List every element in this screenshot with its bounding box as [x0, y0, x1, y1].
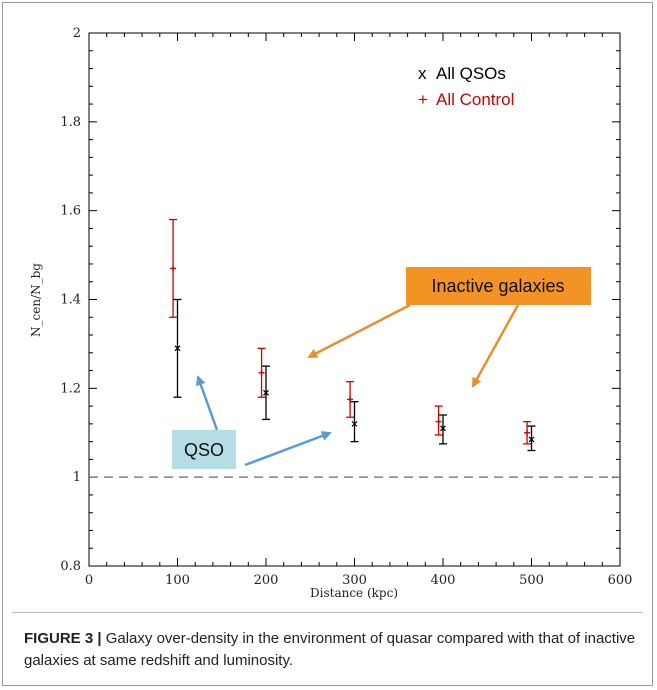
qso-point [439, 414, 447, 445]
x-marker [440, 425, 446, 432]
chart: 0 100 200 300 400 500 600 0.8 1 1.2 1.4 1.6 1.8 2 Dis… [29, 26, 632, 600]
y-tick-label: 1 [73, 470, 81, 485]
x-tick-label: 300 [342, 573, 367, 588]
y-tick-label: 0.8 [60, 559, 81, 574]
y-tick-label: 2 [73, 26, 81, 41]
data-marks [169, 218, 536, 452]
x-tick-label: 500 [519, 573, 544, 588]
qso-point [173, 298, 182, 398]
figure-caption: FIGURE 3 | Galaxy over-density in the en… [24, 628, 636, 672]
control-point [523, 420, 532, 445]
qso-arrow-up [195, 375, 219, 431]
qso-arrow-right [244, 431, 332, 467]
control-point [346, 381, 355, 418]
qso-point [527, 425, 536, 452]
inactive-box [406, 267, 591, 305]
caption-label: FIGURE 3 | [24, 630, 102, 647]
caption-text: Galaxy over-density in the environment o… [24, 630, 636, 669]
legend: x All QSOs + All Control [418, 64, 514, 109]
inactive-label: Inactive galaxies [431, 276, 564, 296]
qso-label: QSO [184, 440, 224, 460]
y-tick-label: 1.6 [60, 204, 81, 219]
x-marker [263, 389, 269, 396]
qso-point [350, 401, 359, 443]
axis-ticks [88, 32, 621, 567]
y-tick-label: 1.2 [60, 381, 81, 396]
inactive-arrow-left [307, 303, 411, 359]
control-point [169, 218, 178, 318]
qso-annotation: QSO [172, 375, 332, 469]
tick-labels: 0 100 200 300 400 500 600 0.8 1 1.2 1.4 1.6 1.8 2 [60, 26, 632, 588]
x-tick-label: 200 [254, 573, 279, 588]
x-axis-title: Distance (kpc) [310, 586, 398, 600]
y-axis-title: N_cen/N_bg [29, 263, 43, 337]
x-tick-label: 600 [608, 573, 633, 588]
y-tick-label: 1.4 [60, 293, 81, 308]
y-tick-label: 1.8 [60, 115, 81, 130]
control-point [434, 405, 443, 436]
x-marker [174, 345, 181, 352]
x-marker [351, 420, 358, 427]
control-point [257, 347, 266, 398]
inactive-arrow-right [471, 304, 520, 388]
legend-symbol-qso: x [418, 64, 427, 83]
inactive-annotation: Inactive galaxies [307, 267, 591, 388]
x-tick-label: 0 [85, 573, 93, 588]
x-marker [528, 436, 535, 443]
x-tick-label: 400 [431, 573, 456, 588]
qso-box [172, 430, 236, 469]
caption-divider [12, 612, 643, 613]
legend-label-control: All Control [436, 90, 514, 109]
legend-label-qso: All QSOs [436, 64, 506, 83]
qso-point [262, 365, 270, 421]
legend-symbol-control: + [418, 90, 428, 109]
x-tick-label: 100 [165, 573, 190, 588]
